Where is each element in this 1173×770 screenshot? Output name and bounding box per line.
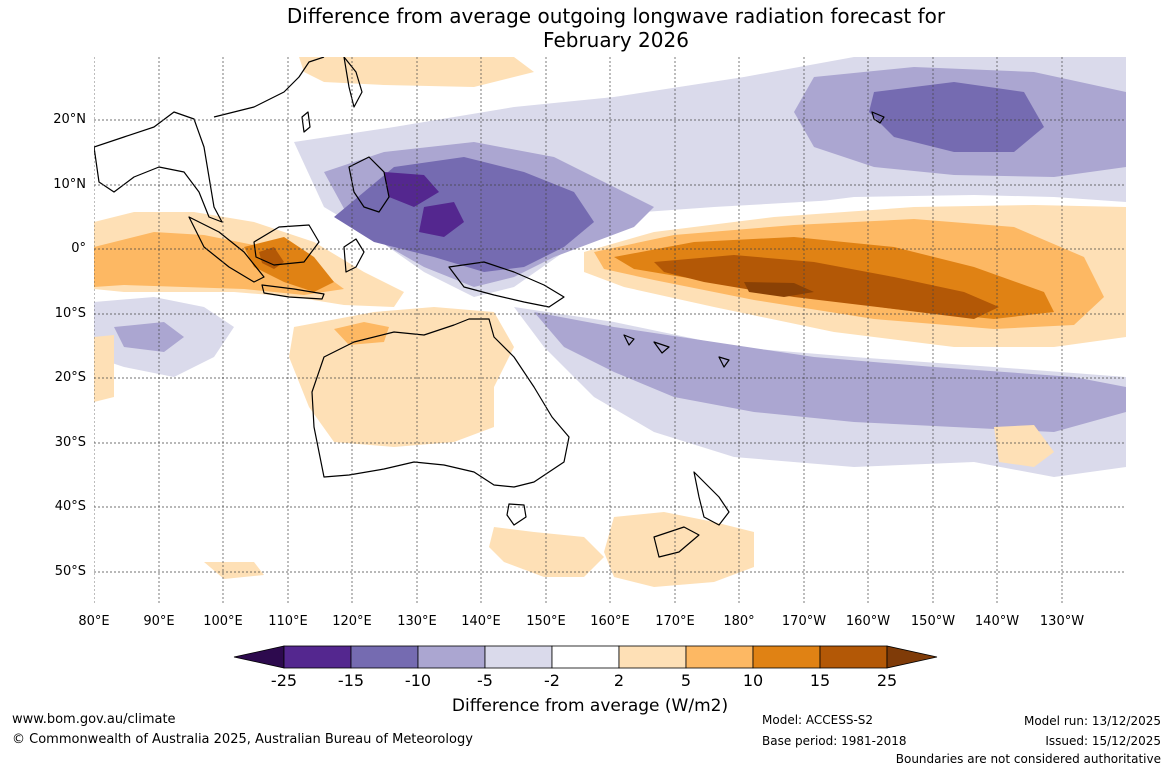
lat-label-20n: 20°N: [53, 112, 86, 127]
base-period: Base period: 1981-2018: [762, 734, 907, 748]
borneo-outline: [253, 224, 320, 266]
lon-label-150e: 150°E: [526, 614, 566, 629]
colorbar-tick-minus25: -25: [270, 671, 298, 690]
colorbar: [233, 645, 938, 669]
boundaries-disclaimer: Boundaries are not considered authoritat…: [895, 752, 1161, 766]
copyright-text: © Commonwealth of Australia 2025, Austra…: [12, 732, 473, 747]
philippines-outline: [348, 156, 390, 213]
colorbar-tick-15: 15: [809, 671, 831, 690]
colorbar-segment-7: [685, 645, 754, 669]
pacific-islands-outline: [623, 334, 730, 368]
title-line-1: Difference from average outgoing longwav…: [286, 4, 946, 28]
colorbar-segment-4: [484, 645, 553, 669]
anomaly-positive-light-southern-1: [489, 527, 604, 577]
colorbar-segment-6: [618, 645, 687, 669]
anomaly-negative-strong-north-pacific: [869, 82, 1044, 152]
website-link[interactable]: www.bom.gov.au/climate: [12, 712, 176, 727]
new-guinea-outline: [448, 261, 565, 308]
lat-label-30s: 30°S: [54, 435, 86, 450]
colorbar-segment-5: [551, 645, 620, 669]
new-zealand-north-outline: [693, 471, 730, 526]
anomaly-positive-mid-australia: [334, 322, 389, 345]
anomaly-positive-light-southern-5: [94, 335, 114, 402]
colorbar-segment-9: [819, 645, 888, 669]
lat-label-50s: 50°S: [54, 564, 86, 579]
lon-label-120e: 120°E: [332, 614, 372, 629]
anomaly-negative-strongest-core-2: [419, 202, 464, 237]
colorbar-segment-8: [752, 645, 821, 669]
lon-label-90e: 90°E: [143, 614, 175, 629]
anomaly-positive-strongest-core: [654, 255, 999, 319]
lat-label-40s: 40°S: [54, 499, 86, 514]
colorbar-tick-10: 10: [742, 671, 764, 690]
tasmania-outline: [506, 503, 527, 526]
lat-label-10n: 10°N: [53, 177, 86, 192]
colorbar-tick-minus15: -15: [337, 671, 365, 690]
colorbar-segment-1: [283, 645, 352, 669]
anomaly-positive-light-southern-3: [994, 425, 1054, 467]
lon-label-180: 180°: [723, 614, 755, 629]
lon-label-160e: 160°E: [590, 614, 630, 629]
taiwan-outline: [301, 111, 311, 133]
hawaii-outline: [871, 111, 885, 124]
lon-label-170e: 170°E: [655, 614, 695, 629]
colorbar-tick-25: 25: [876, 671, 898, 690]
forecast-map: [94, 57, 1126, 605]
issued-date: Issued: 15/12/2025: [1045, 734, 1161, 748]
lon-label-100e: 100°E: [203, 614, 243, 629]
colorbar-tick-2: 2: [613, 671, 625, 690]
coastlines: [94, 57, 885, 558]
anomaly-positive-strongest-java: [259, 247, 284, 269]
colorbar-cap-high: [886, 645, 938, 669]
china-coast-outline: [213, 57, 325, 118]
lon-label-170w: 170°W: [781, 614, 827, 629]
lat-label-20s: 20°S: [54, 370, 86, 385]
southeast-asia-outline: [94, 111, 223, 223]
colorbar-title: Difference from average (W/m2): [451, 696, 729, 716]
new-zealand-south-outline: [653, 526, 700, 558]
sulawesi-outline: [343, 238, 365, 273]
colorbar-segment-3: [417, 645, 486, 669]
sumatra-outline: [188, 216, 265, 283]
lon-label-150w: 150°W: [910, 614, 956, 629]
anomaly-positive-extreme-core: [744, 282, 814, 297]
lat-label-10s: 10°S: [54, 306, 86, 321]
colorbar-segment-2: [350, 645, 419, 669]
anomaly-negative-mid-south-pacific: [534, 312, 1126, 432]
anomaly-negative-mid-indian-ocean: [114, 322, 184, 352]
model-name: Model: ACCESS-S2: [762, 713, 874, 727]
colorbar-tick-minus10: -10: [404, 671, 432, 690]
lon-label-130w: 130°W: [1039, 614, 1085, 629]
australia-outline: [311, 318, 570, 488]
lon-label-80e: 80°E: [78, 614, 110, 629]
lon-label-140w: 140°W: [974, 614, 1020, 629]
gridlines: [94, 57, 1126, 605]
lon-label-130e: 130°E: [397, 614, 437, 629]
lat-label-equator: 0°: [71, 241, 86, 256]
lon-label-140e: 140°E: [461, 614, 501, 629]
anomaly-positive-light-southern-2: [604, 512, 754, 587]
anomaly-negative-strongest-core-1: [384, 172, 439, 207]
model-run-date: Model run: 13/12/2025: [1023, 714, 1161, 728]
anomaly-positive-light-southern-4: [204, 562, 264, 579]
colorbar-tick-minus5: -5: [477, 671, 493, 690]
title-line-2: February 2026: [543, 28, 689, 52]
chart-title: Difference from average outgoing longwav…: [0, 4, 1173, 52]
colorbar-tick-5: 5: [680, 671, 692, 690]
japan-outline: [343, 57, 363, 108]
colorbar-cap-low: [233, 645, 285, 669]
java-outline: [261, 284, 325, 300]
anomaly-positive-light-australia: [289, 307, 514, 447]
lon-label-160w: 160°W: [845, 614, 891, 629]
lon-label-110e: 110°E: [268, 614, 308, 629]
colorbar-tick-minus2: -2: [544, 671, 560, 690]
